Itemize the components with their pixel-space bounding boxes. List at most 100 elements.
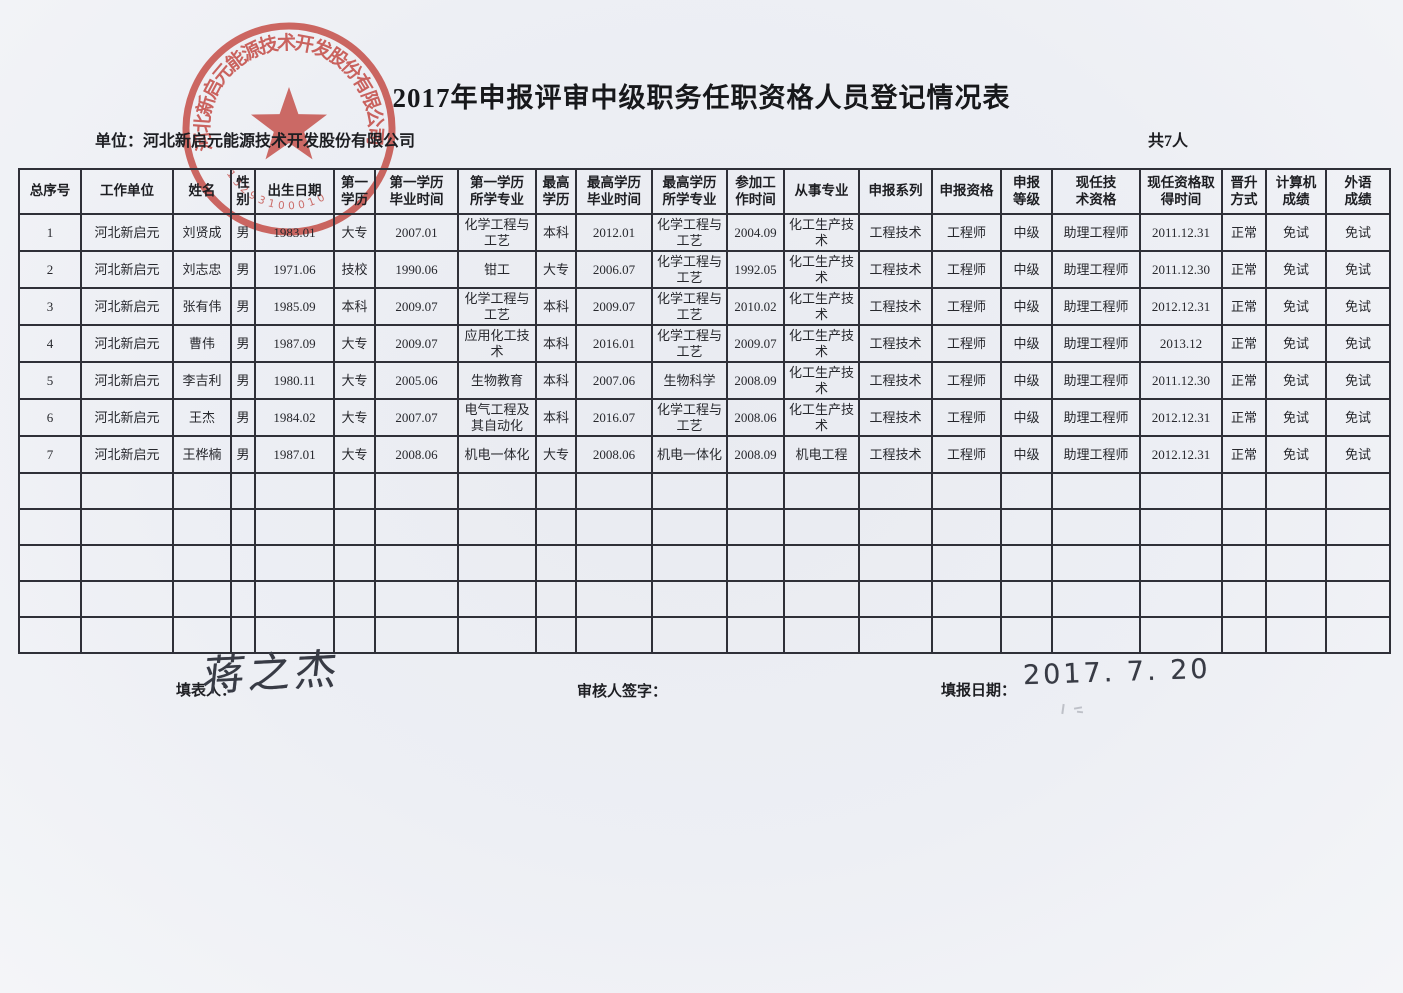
col-header: 参加工 作时间 <box>726 168 785 215</box>
cell: 本科 <box>333 287 376 326</box>
cell: 刘志忠 <box>172 250 232 289</box>
cell: 2009.07 <box>374 287 459 326</box>
empty-cell <box>1000 580 1053 618</box>
empty-cell <box>1265 616 1327 654</box>
empty-cell <box>457 616 537 654</box>
cell: 工程技术 <box>858 361 933 400</box>
empty-cell <box>1265 508 1327 546</box>
empty-cell <box>1221 508 1267 546</box>
cell: 2011.12.30 <box>1139 250 1223 289</box>
col-header: 最高学历 毕业时间 <box>575 168 653 215</box>
table-row: 7 河北新启元 王桦楠男 1987.01 大专 2008.06 机电一体化 大专 2008.06… <box>18 435 1391 474</box>
cell: 化学工程与工艺 <box>651 213 728 252</box>
cell: 化学工程与工艺 <box>457 213 537 252</box>
empty-cell <box>783 544 860 582</box>
cell: 工程技术 <box>858 287 933 326</box>
cell: 助理工程师 <box>1051 435 1141 474</box>
cell: 2004.09 <box>726 213 785 252</box>
cell: 化工生产技术 <box>783 398 860 437</box>
col-header: 总序号 <box>18 168 82 215</box>
cell: 工程技术 <box>858 398 933 437</box>
cell: 本科 <box>535 398 577 437</box>
cell: 1971.06 <box>254 250 335 289</box>
cell: 男 <box>230 435 256 474</box>
empty-cell <box>1325 544 1391 582</box>
empty-cell <box>333 472 376 510</box>
cell: 河北新启元 <box>80 398 174 437</box>
empty-cell <box>535 508 577 546</box>
cell: 大专 <box>333 361 376 400</box>
empty-cell <box>535 472 577 510</box>
table-row: 2 河北新启元 刘志忠男 1971.06 技校 1990.06 钳工 大专 2006.07 化学工… <box>18 250 1391 289</box>
cell: 张有伟 <box>172 287 232 326</box>
empty-row <box>18 472 1391 510</box>
empty-cell <box>230 616 256 654</box>
col-header: 现任资格取 得时间 <box>1139 168 1223 215</box>
empty-row <box>18 544 1391 582</box>
empty-cell <box>172 544 232 582</box>
cell: 大专 <box>333 324 376 363</box>
col-header: 姓名 <box>172 168 232 215</box>
cell: 免试 <box>1325 324 1391 363</box>
empty-cell <box>254 616 335 654</box>
cell: 男 <box>230 324 256 363</box>
empty-cell <box>1325 508 1391 546</box>
cell: 助理工程师 <box>1051 250 1141 289</box>
col-header: 从事专业 <box>783 168 860 215</box>
empty-cell <box>457 508 537 546</box>
cell: 2012.12.31 <box>1139 287 1223 326</box>
cell: 免试 <box>1265 287 1327 326</box>
cell: 免试 <box>1325 213 1391 252</box>
page-title: 2017年申报评审中级职务任职资格人员登记情况表 <box>392 83 1011 113</box>
cell: 工程师 <box>931 324 1002 363</box>
empty-cell <box>651 472 728 510</box>
empty-cell <box>651 544 728 582</box>
col-header: 性 别 <box>230 168 256 215</box>
cell: 机电一体化 <box>457 435 537 474</box>
cell: 4 <box>18 324 82 363</box>
cell: 1990.06 <box>374 250 459 289</box>
empty-cell <box>18 616 82 654</box>
cell: 本科 <box>535 361 577 400</box>
cell: 正常 <box>1221 435 1267 474</box>
cell: 王桦楠 <box>172 435 232 474</box>
empty-cell <box>80 580 174 618</box>
cell: 1983.01 <box>254 213 335 252</box>
cell: 免试 <box>1325 435 1391 474</box>
cell: 2009.07 <box>575 287 653 326</box>
empty-cell <box>858 508 933 546</box>
empty-cell <box>254 544 335 582</box>
cell: 5 <box>18 361 82 400</box>
cell: 电气工程及其自动化 <box>457 398 537 437</box>
personnel-table: 总序号 工作单位 姓名性 别出生日期 第一 学历 第一学历 毕业时间 第一学历 所学专业最… <box>18 168 1391 654</box>
cell: 免试 <box>1325 398 1391 437</box>
cell: 1 <box>18 213 82 252</box>
cell: 正常 <box>1221 250 1267 289</box>
empty-cell <box>858 616 933 654</box>
empty-cell <box>1051 616 1141 654</box>
col-header: 第一 学历 <box>333 168 376 215</box>
cell: 河北新启元 <box>80 324 174 363</box>
empty-cell <box>1139 472 1223 510</box>
cell: 大专 <box>333 213 376 252</box>
table-row: 1 河北新启元 刘贤成男 1983.01 大专 2007.01 化学工程与工艺 本科 2012.… <box>18 213 1391 252</box>
cell: 工程师 <box>931 361 1002 400</box>
empty-cell <box>1051 472 1141 510</box>
cell: 1984.02 <box>254 398 335 437</box>
empty-cell <box>1265 472 1327 510</box>
empty-cell <box>931 616 1002 654</box>
empty-cell <box>172 508 232 546</box>
cell: 生物教育 <box>457 361 537 400</box>
empty-cell <box>1051 544 1141 582</box>
col-header: 出生日期 <box>254 168 335 215</box>
empty-cell <box>651 580 728 618</box>
cell: 本科 <box>535 287 577 326</box>
table-body: 1 河北新启元 刘贤成男 1983.01 大专 2007.01 化学工程与工艺 本科 2012.… <box>18 213 1391 654</box>
cell: 工程师 <box>931 213 1002 252</box>
cell: 男 <box>230 361 256 400</box>
cell: 化工生产技术 <box>783 287 860 326</box>
empty-cell <box>931 508 1002 546</box>
date-handwriting: 2017. 7. 20 <box>1022 653 1212 692</box>
cell: 机电一体化 <box>651 435 728 474</box>
